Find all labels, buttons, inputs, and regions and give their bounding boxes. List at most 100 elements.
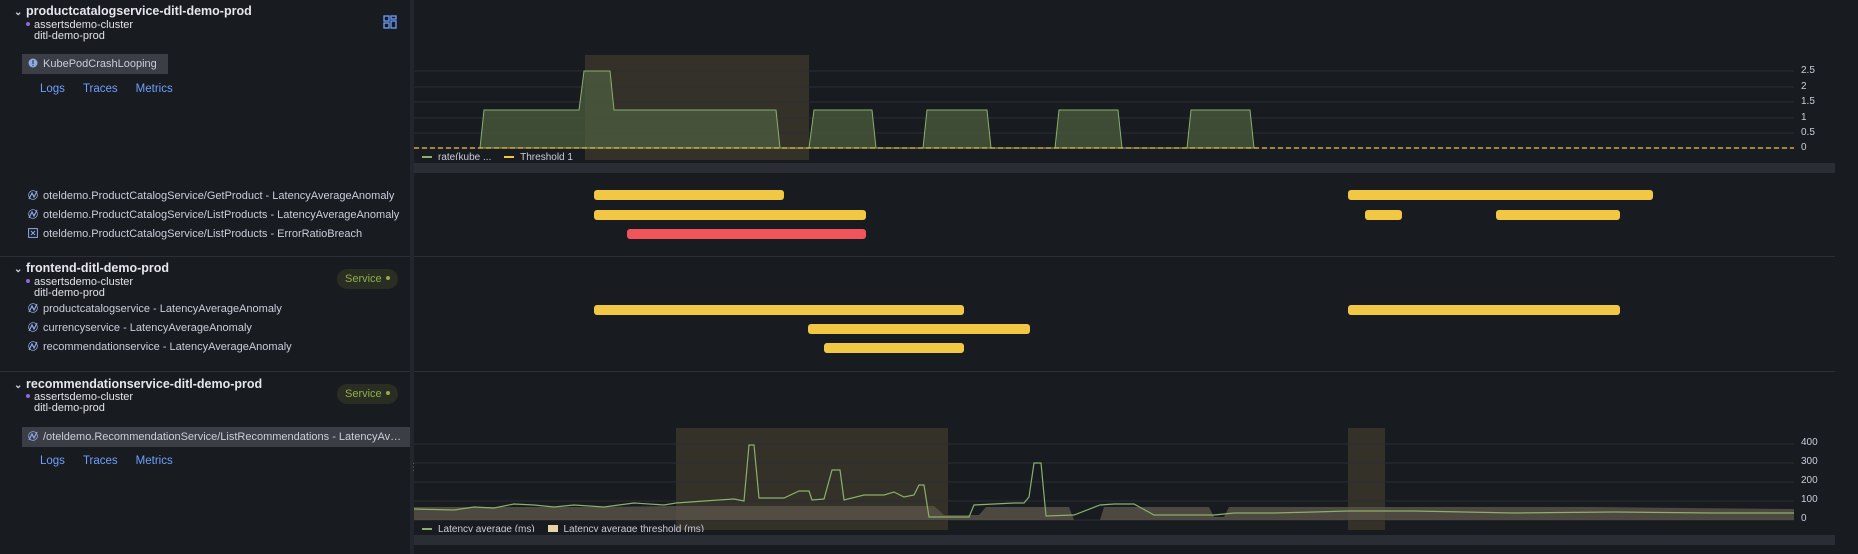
legend-swatch-threshold	[547, 525, 558, 532]
assertion-item[interactable]: currencyservice - LatencyAverageAnomaly	[28, 322, 404, 334]
latency-icon	[28, 322, 38, 332]
chart-legend: rate(kube ... Threshold 1	[422, 152, 622, 160]
logs-link[interactable]: Logs	[40, 455, 65, 467]
assertion-bar[interactable]	[594, 210, 866, 220]
service-location: assertsdemo-cluster ditl-demo-prod	[26, 20, 133, 41]
latency-icon	[28, 209, 38, 219]
badge-dot-icon	[385, 276, 390, 281]
service-title: recommendationservice-ditl-demo-prod	[26, 377, 263, 391]
legend-series-label[interactable]: Latency average (ms)	[438, 524, 535, 532]
namespace-name: ditl-demo-prod	[34, 286, 105, 299]
divider	[414, 371, 1835, 372]
cluster-dot-icon	[26, 22, 30, 27]
latency-icon	[28, 341, 38, 351]
y-tick: 2.5	[1801, 65, 1815, 76]
cluster-dot-icon	[26, 279, 30, 284]
chevron-down-icon[interactable]: ⌄	[14, 264, 23, 275]
metrics-link[interactable]: Metrics	[135, 83, 173, 95]
legend-swatch-series	[422, 156, 432, 159]
legend-series-label[interactable]: rate(kube ...	[438, 152, 492, 160]
links-row: Logs Traces Metrics	[40, 455, 191, 467]
service-location: assertsdemo-cluster ditl-demo-prod	[26, 392, 133, 413]
service-location: assertsdemo-cluster ditl-demo-prod	[26, 277, 133, 298]
assertion-bar[interactable]	[1348, 190, 1653, 200]
traces-link[interactable]: Traces	[82, 83, 118, 95]
assertion-item[interactable]: productcatalogservice - LatencyAverageAn…	[28, 303, 404, 315]
legend-swatch-series	[422, 528, 432, 531]
latency-icon	[28, 431, 38, 441]
legend-threshold-label[interactable]: Latency average threshold (ms)	[563, 524, 705, 532]
item-label: oteldemo.ProductCatalogService/ListProdu…	[43, 209, 400, 221]
item-label: recommendationservice - LatencyAverageAn…	[43, 341, 292, 353]
timeline-panel: 2.5 2 1.5 1 0.5 0 rate(kube ... Threshol…	[414, 0, 1858, 554]
assertion-bar[interactable]	[1496, 210, 1620, 220]
assertion-bar[interactable]	[1365, 210, 1402, 220]
assertion-item[interactable]: recommendationservice - LatencyAverageAn…	[28, 341, 404, 353]
traces-link[interactable]: Traces	[82, 455, 118, 467]
cluster-name: assertsdemo-cluster	[34, 276, 134, 288]
error-bar[interactable]	[627, 229, 866, 239]
cluster-name: assertsdemo-cluster	[34, 19, 134, 31]
divider	[0, 371, 410, 372]
alert-tag-kubepod[interactable]: KubePodCrashLooping	[22, 54, 168, 74]
service-header-recommendation[interactable]: ⌄ recommendationservice-ditl-demo-prod	[14, 377, 262, 391]
legend-threshold-label[interactable]: Threshold 1	[520, 152, 573, 160]
badge-dot-icon	[385, 391, 390, 396]
error-icon	[28, 228, 38, 238]
assertion-bar[interactable]	[1348, 305, 1620, 315]
chart-scrollbar[interactable]	[414, 163, 1835, 173]
chart-scrollbar[interactable]	[414, 535, 1835, 545]
assertion-item[interactable]: oteldemo.ProductCatalogService/ListProdu…	[28, 228, 404, 240]
y-tick: 0	[1801, 142, 1807, 153]
item-label: oteldemo.ProductCatalogService/GetProduc…	[43, 190, 395, 202]
series-line	[414, 444, 1794, 518]
dashboard-icon[interactable]	[383, 15, 397, 29]
latency-icon	[28, 303, 38, 313]
assertion-item[interactable]: oteldemo.ProductCatalogService/ListProdu…	[28, 209, 404, 221]
assertion-bar[interactable]	[824, 343, 964, 353]
alert-tag-label: /oteldemo.RecommendationService/ListReco…	[43, 431, 410, 443]
series-area	[479, 70, 1255, 149]
latency-icon	[28, 190, 38, 200]
links-row: Logs Traces Metrics	[40, 83, 191, 95]
logs-link[interactable]: Logs	[40, 83, 65, 95]
divider	[414, 256, 1835, 257]
threshold-band	[414, 506, 1794, 520]
y-tick: 0	[1801, 513, 1807, 524]
latency-chart	[414, 428, 1794, 530]
item-label: currencyservice - LatencyAverageAnomaly	[43, 322, 252, 334]
chevron-down-icon[interactable]: ⌄	[14, 7, 23, 18]
service-header-productcatalog[interactable]: ⌄ productcatalogservice-ditl-demo-prod	[14, 4, 252, 18]
y-tick: 300	[1801, 456, 1818, 467]
assertion-bar[interactable]	[808, 324, 1030, 334]
alert-tag-label: KubePodCrashLooping	[43, 58, 157, 70]
cluster-dot-icon	[26, 394, 30, 399]
service-header-frontend[interactable]: ⌄ frontend-ditl-demo-prod	[14, 261, 169, 275]
alert-tag-recommendation[interactable]: /oteldemo.RecommendationService/ListReco…	[22, 427, 410, 447]
namespace-name: ditl-demo-prod	[34, 29, 105, 42]
legend-swatch-threshold	[504, 156, 515, 159]
assertion-bar[interactable]	[594, 305, 964, 315]
y-tick: 2	[1801, 81, 1807, 92]
crashloop-chart	[414, 55, 1794, 160]
badge-label: Service	[345, 388, 382, 400]
chart-legend: Latency average (ms) Latency average thr…	[422, 524, 822, 532]
item-label: oteldemo.ProductCatalogService/ListProdu…	[43, 228, 363, 240]
service-title: productcatalogservice-ditl-demo-prod	[26, 4, 252, 18]
assertion-item[interactable]: oteldemo.ProductCatalogService/GetProduc…	[28, 190, 404, 202]
y-tick: 0.5	[1801, 127, 1815, 138]
divider	[0, 256, 410, 257]
y-tick: 1.5	[1801, 96, 1815, 107]
left-panel: ⌄ productcatalogservice-ditl-demo-prod as…	[0, 0, 410, 554]
panel-splitter[interactable]	[410, 0, 414, 554]
y-tick: 100	[1801, 494, 1818, 505]
metrics-link[interactable]: Metrics	[135, 455, 173, 467]
info-circle-icon	[28, 58, 38, 68]
y-tick: 1	[1801, 112, 1807, 123]
assertion-bar[interactable]	[594, 190, 784, 200]
y-tick: 400	[1801, 437, 1818, 448]
service-badge: Service	[337, 269, 398, 289]
chevron-down-icon[interactable]: ⌄	[14, 380, 23, 391]
y-tick: 200	[1801, 475, 1818, 486]
service-title: frontend-ditl-demo-prod	[26, 261, 170, 275]
